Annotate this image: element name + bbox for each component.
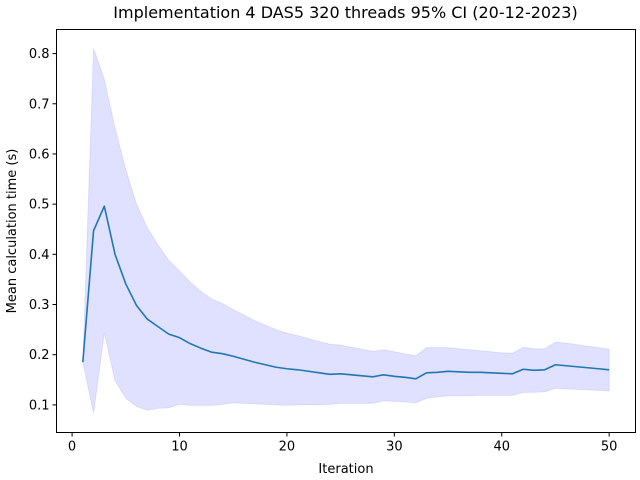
x-axis: 0 10 20 30 40 50 bbox=[68, 432, 618, 455]
y-tick-label: 0.2 bbox=[29, 348, 50, 363]
y-tick-label: 0.6 bbox=[29, 147, 50, 162]
x-tick-label: 20 bbox=[279, 440, 296, 455]
x-tick-label: 0 bbox=[68, 440, 76, 455]
x-tick-label: 40 bbox=[493, 440, 510, 455]
y-tick-label: 0.4 bbox=[29, 248, 50, 263]
axes-frame bbox=[56, 29, 636, 433]
x-tick-label: 10 bbox=[171, 440, 188, 455]
chart-title: Implementation 4 DAS5 320 threads 95% CI… bbox=[113, 3, 577, 22]
mean-line bbox=[82, 205, 610, 380]
y-tick-label: 0.5 bbox=[29, 198, 50, 213]
x-axis-label: Iteration bbox=[318, 462, 373, 477]
x-tick-label: 50 bbox=[601, 440, 618, 455]
y-axis: 0.1 0.2 0.3 0.4 0.5 0.6 0.7 0.8 bbox=[29, 47, 57, 413]
y-tick-label: 0.7 bbox=[29, 97, 50, 112]
x-tick-label: 30 bbox=[386, 440, 403, 455]
y-tick-label: 0.1 bbox=[29, 398, 50, 413]
y-axis-label: Mean calculation time (s) bbox=[5, 149, 20, 314]
confidence-band bbox=[82, 47, 610, 414]
y-tick-label: 0.8 bbox=[29, 47, 50, 62]
plot-area bbox=[82, 47, 610, 414]
y-tick-label: 0.3 bbox=[29, 298, 50, 313]
